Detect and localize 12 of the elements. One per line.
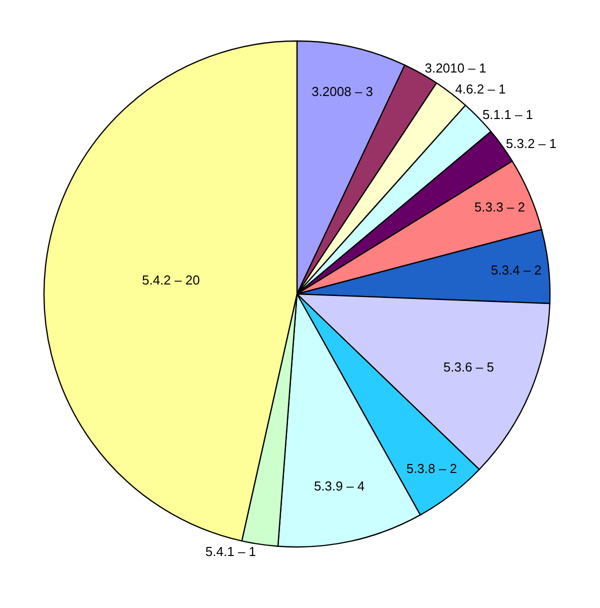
slice-label: 5.3.4 – 2 — [490, 262, 542, 278]
slice-label: 5.3.8 – 2 — [406, 461, 457, 476]
slice-label: 5.4.1 – 1 — [205, 544, 256, 560]
slice-label: 5.1.1 – 1 — [482, 106, 534, 122]
slice-label: 5.3.2 – 1 — [506, 136, 557, 151]
slice-label: 5.4.2 – 20 — [142, 272, 200, 288]
slice-label: 5.3.9 – 4 — [314, 478, 365, 494]
slice-label: 4.6.2 – 1 — [455, 81, 506, 96]
slice-label: 3.2010 – 1 — [424, 60, 486, 76]
slice-label: 5.3.3 – 2 — [474, 200, 525, 215]
slice-label: 3.2008 – 3 — [312, 84, 374, 99]
slice-label: 5.3.6 – 5 — [443, 360, 494, 374]
